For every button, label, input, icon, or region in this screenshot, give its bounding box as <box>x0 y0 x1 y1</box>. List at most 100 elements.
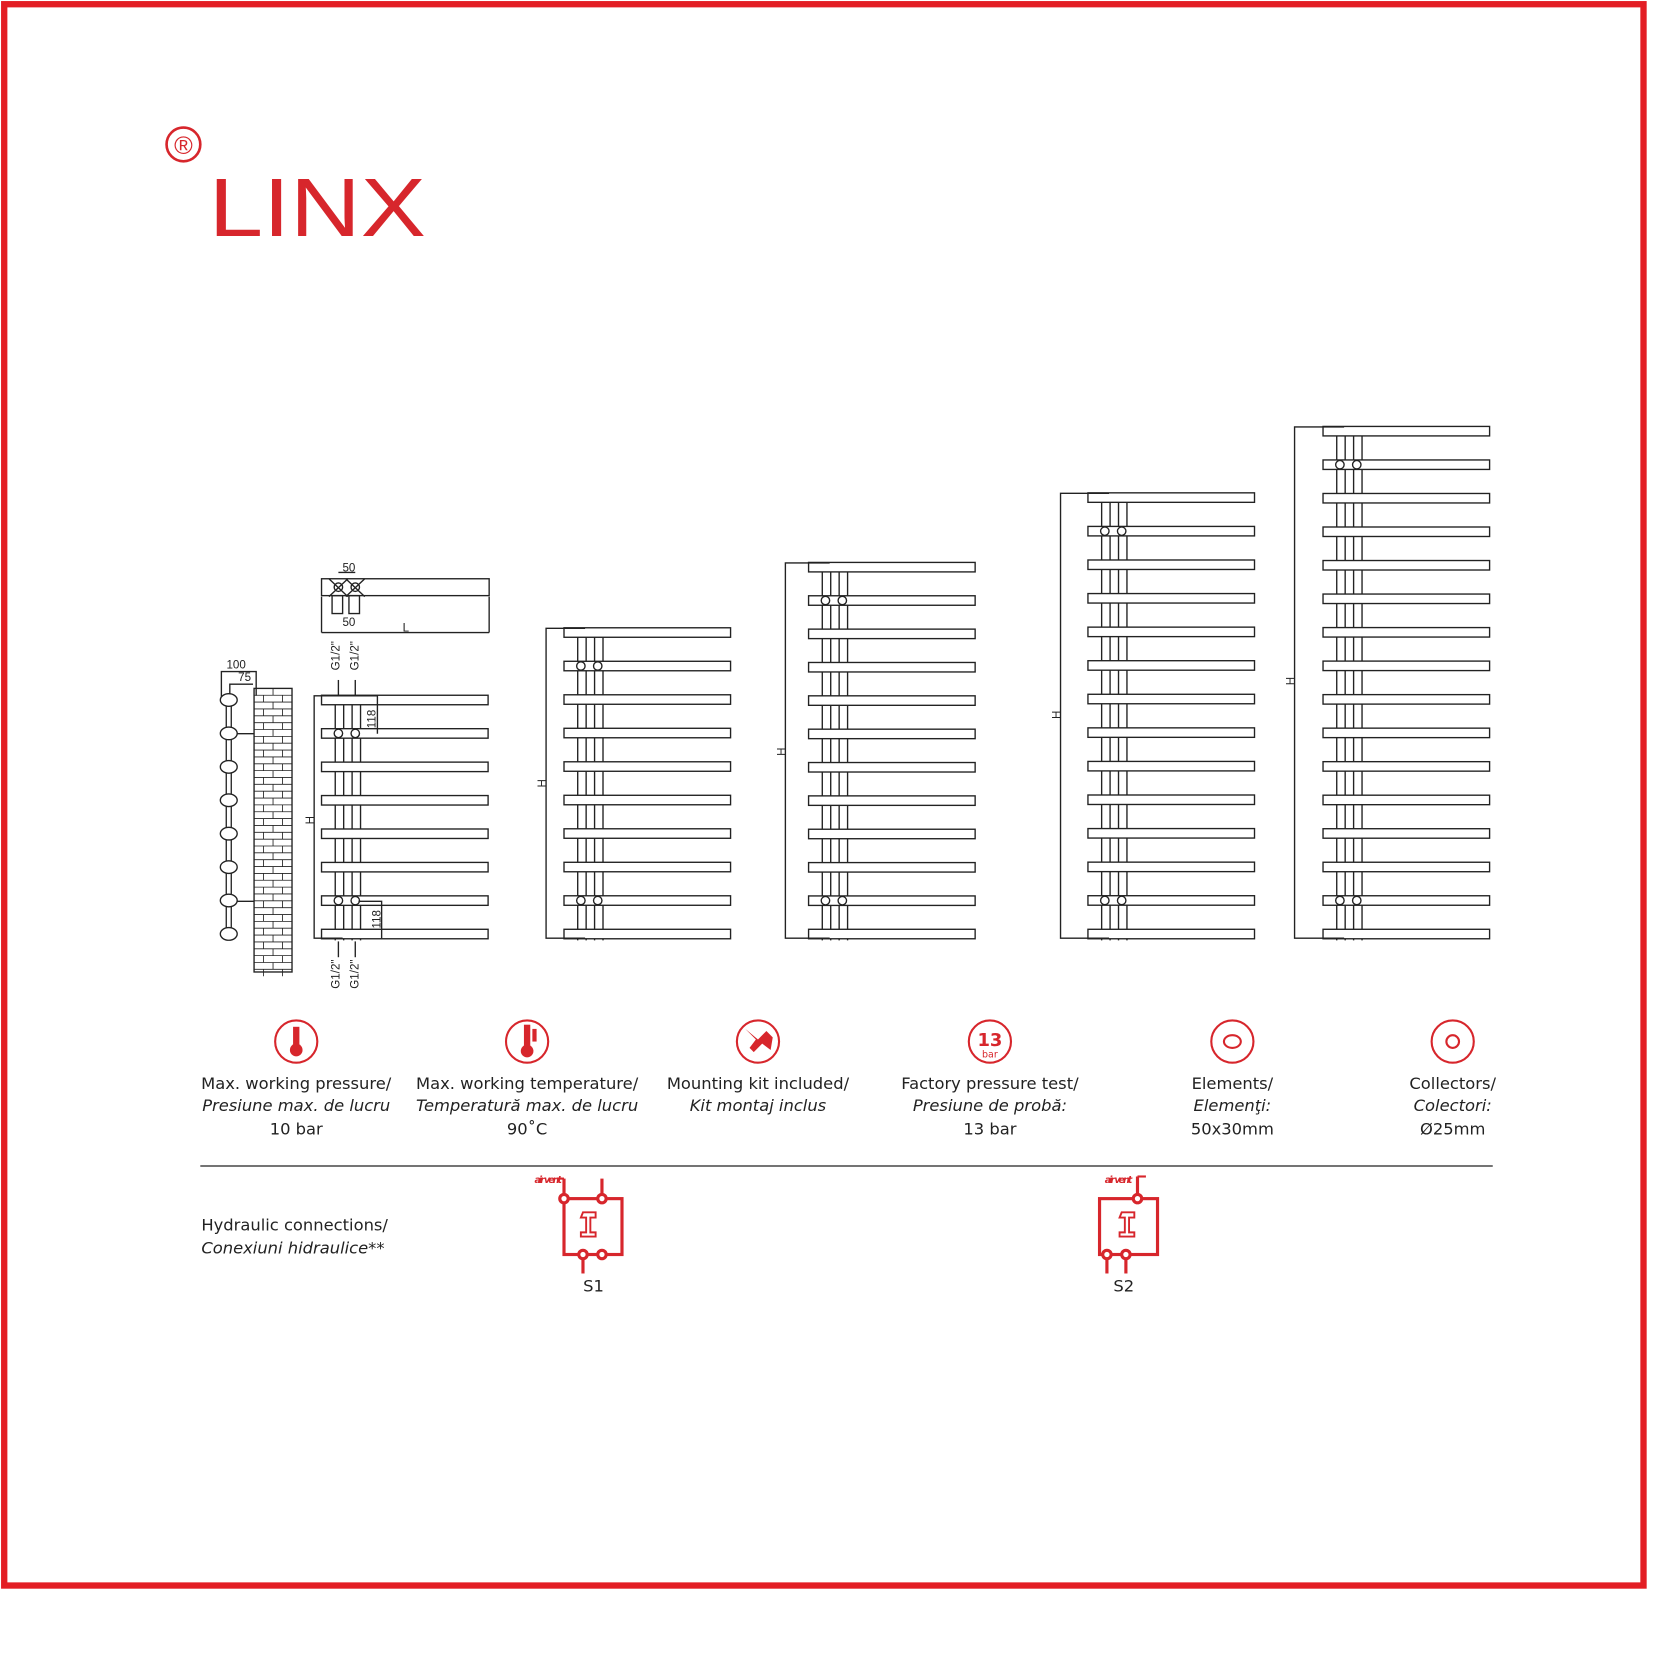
connection-point <box>820 595 831 606</box>
radiator-element <box>807 628 976 640</box>
radiator-element <box>563 660 732 672</box>
spec-line1: Factory pressure test/ <box>901 1074 1079 1093</box>
height-dimension-line <box>1293 426 1345 939</box>
radiator-element <box>1322 928 1491 940</box>
element-section <box>219 893 238 908</box>
radiator-element <box>1322 559 1491 571</box>
radiator-element <box>320 761 489 773</box>
radiator-element <box>1322 895 1491 906</box>
radiator-element <box>1087 794 1256 806</box>
air-vent-label-s2: air vent <box>1105 1175 1133 1186</box>
round-collector-icon <box>1430 1019 1475 1064</box>
spec-line2: Kit montaj inclus <box>690 1096 827 1115</box>
air-vent-label-s1: air vent <box>534 1175 562 1186</box>
radiator-element <box>1322 593 1491 605</box>
spec-line1: Elements/ <box>1192 1074 1274 1093</box>
radiator-element <box>320 928 489 940</box>
radiator-element <box>1322 526 1491 538</box>
radiator-element <box>320 828 489 840</box>
spec-2: Max. working temperature/Temperatură max… <box>416 1019 639 1138</box>
radiator-element <box>320 727 489 739</box>
connection-point <box>1099 895 1110 906</box>
connection-point <box>1099 526 1110 537</box>
element-section <box>219 926 238 941</box>
radiator-element <box>807 661 976 673</box>
hydraulic-subtitle: Conexiuni hidraulice** <box>201 1238 384 1257</box>
height-dimension-line <box>1059 492 1110 939</box>
spec-list: Max. working pressure/Presiune max. de l… <box>201 1019 1496 1138</box>
connection-point <box>1351 459 1362 470</box>
radiator-4 <box>1059 492 1256 941</box>
connection-point <box>592 661 603 671</box>
dim-118-top: 118 <box>366 710 378 728</box>
brand-name: LINX <box>209 163 426 254</box>
dim-height-5: H <box>1286 677 1298 685</box>
radiator-element <box>1322 760 1491 772</box>
registered-mark: ® <box>174 132 193 160</box>
dim-75: 75 <box>238 672 251 684</box>
brand-logo: ® LINX <box>165 126 426 254</box>
radiator-element <box>1087 928 1256 940</box>
connection-point <box>1334 895 1345 906</box>
connection-point <box>575 895 586 906</box>
radiator-element <box>1087 861 1256 873</box>
spec-line3: 10 bar <box>270 1119 323 1138</box>
radiator-element <box>1087 592 1256 604</box>
radiator-element <box>563 694 732 705</box>
radiator-element <box>563 761 732 772</box>
connection-point <box>1334 459 1345 470</box>
radiator-element <box>1322 794 1491 806</box>
scheme-label-s2: S2 <box>1113 1276 1134 1295</box>
connection-point <box>350 895 361 906</box>
connection-point <box>333 895 344 906</box>
page-border <box>1 1 1647 1589</box>
spec-line3: 50x30mm <box>1191 1119 1274 1138</box>
radiator-element <box>320 895 489 907</box>
valve-icon <box>579 1211 597 1238</box>
technical-drawing <box>219 425 1491 977</box>
dim-g-bot-1: G1/2" <box>330 959 342 988</box>
spec-line2: Presiune max. de lucru <box>202 1096 390 1115</box>
radiator-element <box>563 895 732 906</box>
radiator-element <box>1322 861 1491 873</box>
radiator-5 <box>1293 425 1491 941</box>
connection-point <box>350 728 361 739</box>
dim-height-2: H <box>537 779 549 787</box>
radiator-element <box>320 794 489 806</box>
radiator-element <box>1322 693 1491 705</box>
connection-point <box>333 728 344 739</box>
hydraulic-title: Hydraulic connections/ <box>201 1215 388 1234</box>
spec-line1: Max. working pressure/ <box>201 1074 392 1093</box>
spec-1: Max. working pressure/Presiune max. de l… <box>201 1019 392 1138</box>
scheme-s2 <box>1097 1175 1160 1274</box>
radiator-element <box>563 828 732 839</box>
spec-line2: Presiune de probă: <box>913 1096 1067 1115</box>
radiator-element <box>1322 425 1491 437</box>
dim-50-top: 50 <box>342 562 355 574</box>
element-section <box>219 759 238 774</box>
radiator-element <box>1322 492 1491 504</box>
tools-icon <box>735 1019 781 1064</box>
radiator-element <box>807 561 976 573</box>
svg-text:bar: bar <box>982 1049 998 1060</box>
radiator-element <box>1322 727 1491 739</box>
radiator-element <box>807 895 976 907</box>
radiator-element <box>320 861 489 873</box>
radiator-element <box>807 928 976 940</box>
radiator-element <box>1087 559 1256 571</box>
height-dimension-line <box>784 562 830 939</box>
radiator-element <box>1087 693 1256 705</box>
thermometer-icon <box>504 1019 550 1064</box>
connection-point <box>575 661 586 671</box>
connection-point <box>837 895 848 906</box>
dim-g-top-2: G1/2" <box>349 641 361 670</box>
radiator-element <box>1087 525 1256 537</box>
spec-line2: Elemenţi: <box>1194 1096 1272 1115</box>
radiator-element <box>563 627 732 638</box>
radiator-element <box>1087 492 1256 504</box>
svg-text:13: 13 <box>977 1030 1002 1051</box>
radiator-element <box>1087 727 1256 739</box>
connection-point <box>837 595 848 606</box>
